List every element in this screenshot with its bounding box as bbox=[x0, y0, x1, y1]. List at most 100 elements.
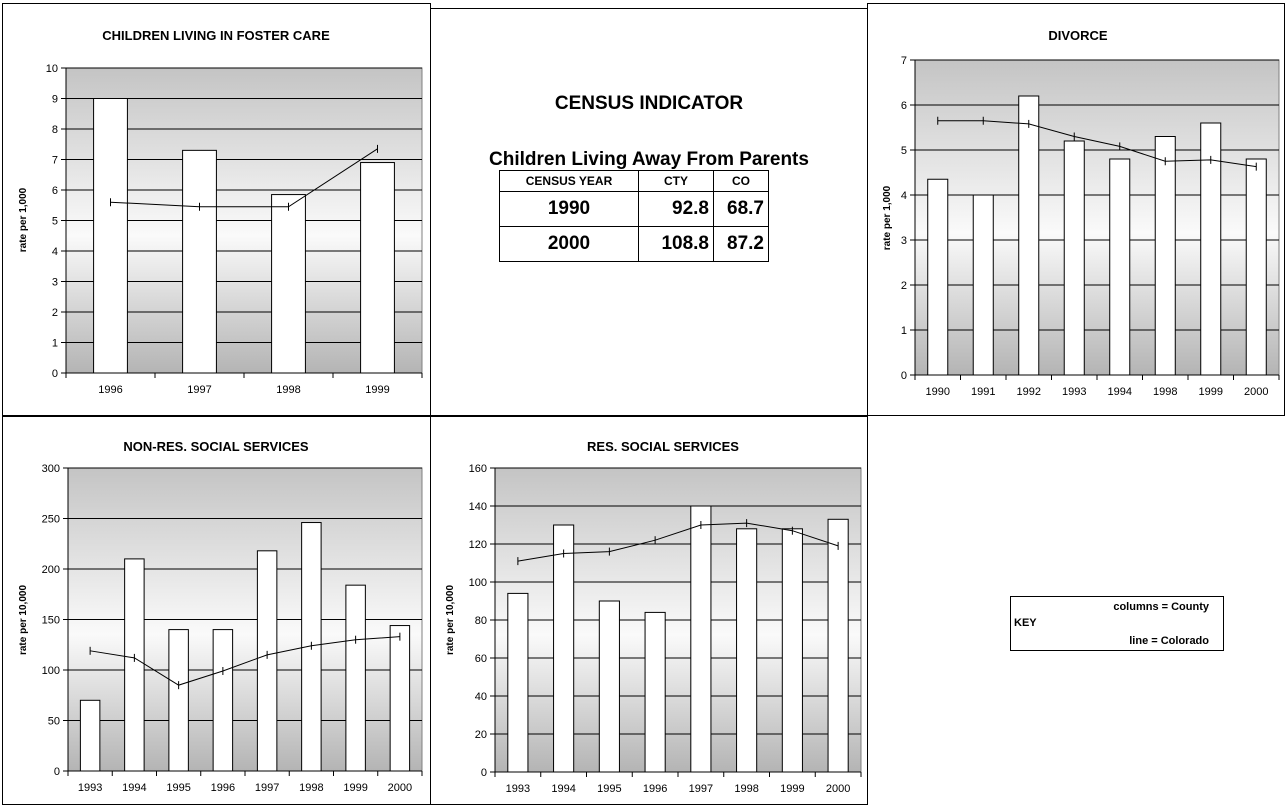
census-subheading: Children Living Away From Parents bbox=[489, 149, 809, 170]
y-tick-label: 10 bbox=[46, 63, 58, 75]
y-tick-label: 300 bbox=[42, 463, 60, 475]
y-tick-label: 2 bbox=[52, 307, 58, 319]
x-tick-label: 1998 bbox=[734, 783, 758, 795]
bar bbox=[256, 550, 278, 772]
census-cell: 2000 bbox=[499, 226, 639, 262]
x-tick-label: 1997 bbox=[187, 384, 211, 396]
y-axis-label: rate per 1,000 bbox=[18, 187, 29, 252]
census-indicator-panel: CENSUS INDICATOR Children Living Away Fr… bbox=[430, 8, 868, 416]
x-tick-label: 1993 bbox=[1062, 386, 1086, 398]
bar bbox=[212, 629, 234, 772]
bar bbox=[644, 611, 666, 773]
x-tick-label: 1990 bbox=[926, 386, 950, 398]
y-tick-label: 100 bbox=[42, 665, 60, 677]
x-tick-label: 2000 bbox=[388, 782, 412, 794]
bar bbox=[927, 178, 949, 376]
x-tick-label: 1996 bbox=[211, 782, 235, 794]
x-tick-label: 1996 bbox=[643, 783, 667, 795]
key-label: KEY bbox=[1014, 617, 1037, 629]
y-tick-label: 160 bbox=[469, 463, 487, 475]
y-tick-label: 0 bbox=[481, 767, 487, 779]
y-tick-label: 140 bbox=[469, 501, 487, 513]
x-tick-label: 1999 bbox=[780, 783, 804, 795]
y-tick-label: 60 bbox=[475, 653, 487, 665]
bar bbox=[1109, 158, 1131, 376]
x-tick-label: 1995 bbox=[597, 783, 621, 795]
y-tick-label: 3 bbox=[901, 235, 907, 247]
x-tick-label: 2000 bbox=[1244, 386, 1268, 398]
bar bbox=[1154, 136, 1176, 376]
bar bbox=[972, 194, 994, 376]
key-line-text: line = Colorado bbox=[1129, 635, 1209, 647]
y-tick-label: 1 bbox=[52, 338, 58, 350]
bar bbox=[182, 149, 217, 374]
y-tick-label: 0 bbox=[901, 370, 907, 382]
x-tick-label: 1998 bbox=[299, 782, 323, 794]
x-tick-label: 1999 bbox=[343, 782, 367, 794]
y-tick-label: 4 bbox=[901, 190, 907, 202]
chart-title: RES. SOCIAL SERVICES bbox=[587, 439, 739, 454]
y-tick-label: 250 bbox=[42, 514, 60, 526]
bar bbox=[168, 629, 189, 772]
y-tick-label: 40 bbox=[475, 691, 487, 703]
y-tick-label: 0 bbox=[54, 766, 60, 778]
y-tick-label: 20 bbox=[475, 729, 487, 741]
y-tick-label: 7 bbox=[52, 155, 58, 167]
y-tick-label: 9 bbox=[52, 94, 58, 106]
y-tick-label: 100 bbox=[469, 577, 487, 589]
x-tick-label: 1997 bbox=[255, 782, 279, 794]
y-tick-label: 0 bbox=[52, 368, 58, 380]
bar bbox=[1018, 95, 1040, 376]
bar bbox=[598, 600, 620, 773]
y-tick-label: 1 bbox=[901, 325, 907, 337]
y-tick-label: 8 bbox=[52, 124, 58, 136]
key-columns-text: columns = County bbox=[1113, 601, 1209, 613]
census-cell: 1990 bbox=[499, 191, 639, 227]
y-tick-label: 150 bbox=[42, 615, 60, 627]
chart-title: DIVORCE bbox=[1048, 28, 1108, 43]
bar bbox=[1245, 158, 1267, 376]
bar bbox=[124, 558, 145, 772]
x-tick-label: 1997 bbox=[689, 783, 713, 795]
bar bbox=[79, 699, 101, 772]
bar bbox=[736, 528, 758, 773]
census-col-co: CO bbox=[713, 170, 769, 192]
x-tick-label: 1994 bbox=[551, 783, 575, 795]
y-axis-label: rate per 10,000 bbox=[445, 585, 456, 655]
line-series bbox=[90, 636, 400, 686]
chart-title: CHILDREN LIVING IN FOSTER CARE bbox=[102, 28, 330, 43]
line-series bbox=[517, 522, 839, 562]
x-tick-label: 1998 bbox=[276, 384, 300, 396]
y-tick-label: 5 bbox=[52, 216, 58, 228]
bar bbox=[507, 592, 529, 773]
y-tick-label: 80 bbox=[475, 615, 487, 627]
census-cell: 87.2 bbox=[713, 226, 769, 262]
y-tick-label: 120 bbox=[469, 539, 487, 551]
bar bbox=[781, 528, 803, 773]
bar bbox=[93, 98, 128, 374]
legend-key: KEY columns = County line = Colorado bbox=[1010, 596, 1224, 651]
bar bbox=[360, 162, 395, 374]
bar bbox=[271, 194, 306, 374]
y-tick-label: 6 bbox=[901, 100, 907, 112]
x-tick-label: 1999 bbox=[365, 384, 389, 396]
bar bbox=[553, 524, 575, 773]
bar bbox=[389, 625, 411, 772]
bar bbox=[1200, 122, 1222, 376]
y-tick-label: 2 bbox=[901, 280, 907, 292]
x-tick-label: 1996 bbox=[98, 384, 122, 396]
y-tick-label: 6 bbox=[52, 185, 58, 197]
census-heading: CENSUS INDICATOR bbox=[554, 93, 744, 114]
x-tick-label: 1995 bbox=[166, 782, 190, 794]
x-tick-label: 1993 bbox=[78, 782, 102, 794]
bar bbox=[1063, 140, 1085, 376]
y-axis-label: rate per 10,000 bbox=[18, 585, 29, 655]
x-tick-label: 2000 bbox=[826, 783, 850, 795]
line-series bbox=[110, 148, 378, 208]
y-tick-label: 5 bbox=[901, 145, 907, 157]
x-tick-label: 1994 bbox=[122, 782, 146, 794]
y-tick-label: 50 bbox=[48, 716, 60, 728]
